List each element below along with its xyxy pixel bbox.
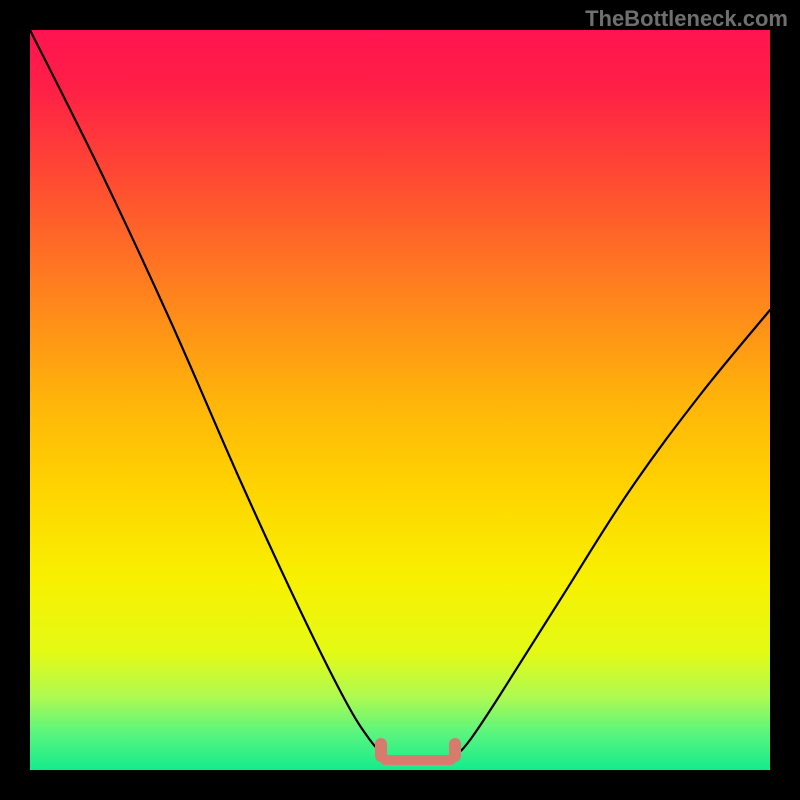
valley-marker-segment <box>449 738 461 762</box>
valley-marker <box>30 30 770 770</box>
plot-area <box>30 30 770 770</box>
watermark-text: TheBottleneck.com <box>585 6 788 32</box>
valley-marker-segment <box>380 755 456 765</box>
